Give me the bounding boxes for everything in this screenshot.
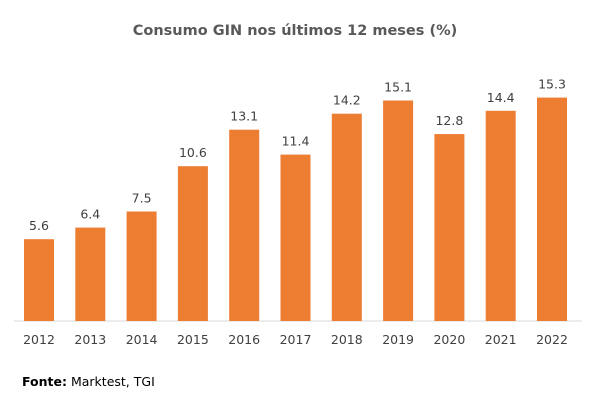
source-label: Fonte: [22, 374, 67, 389]
bar-2019 [383, 100, 414, 321]
data-label-2016: 13.1 [230, 109, 258, 124]
bar-2013 [75, 227, 106, 321]
data-label-2020: 12.8 [435, 113, 463, 128]
data-label-2021: 14.4 [487, 90, 515, 105]
bar-2020 [434, 134, 465, 321]
source-text: Marktest, TGI [70, 374, 155, 389]
data-label-2019: 15.1 [384, 80, 412, 95]
x-tick-label-2020: 2020 [433, 332, 465, 347]
data-label-2015: 10.6 [179, 145, 207, 160]
data-label-2012: 5.6 [29, 218, 49, 233]
x-axis-tick-labels: 2012 2013 2014 2015 2016 2017 2018 2019 2020 2021… [23, 332, 568, 347]
chart-title: Consumo GIN nos últimos 12 meses (%) [133, 23, 457, 39]
bar-2022 [537, 97, 567, 321]
bar-2015 [177, 166, 208, 321]
data-label-2018: 14.2 [333, 93, 361, 108]
x-tick-label-2014: 2014 [126, 332, 158, 347]
data-label-2022: 15.3 [538, 77, 566, 92]
data-labels-layer: 5.6 6.4 7.5 10.6 13.1 11.4 14.2 15.1 12.8 14.4 15.… [29, 77, 566, 234]
bar-2021 [485, 110, 516, 321]
bar-2014 [126, 211, 157, 321]
x-tick-label-2015: 2015 [177, 332, 209, 347]
bar-2016 [229, 129, 260, 321]
bar-2017 [280, 154, 311, 321]
bar-2018 [331, 113, 362, 321]
x-tick-label-2018: 2018 [331, 332, 363, 347]
x-tick-label-2019: 2019 [382, 332, 414, 347]
x-tick-label-2022: 2022 [536, 332, 568, 347]
x-tick-label-2017: 2017 [280, 332, 312, 347]
source-note: Fonte: Marktest, TGI [22, 374, 155, 389]
x-tick-label-2013: 2013 [74, 332, 106, 347]
data-label-2013: 6.4 [80, 207, 100, 222]
x-tick-label-2021: 2021 [485, 332, 517, 347]
bar-2012 [24, 239, 54, 321]
x-tick-label-2012: 2012 [23, 332, 55, 347]
data-label-2014: 7.5 [132, 191, 152, 206]
x-tick-label-2016: 2016 [228, 332, 260, 347]
bars-layer [24, 97, 567, 321]
data-label-2017: 11.4 [282, 134, 310, 149]
